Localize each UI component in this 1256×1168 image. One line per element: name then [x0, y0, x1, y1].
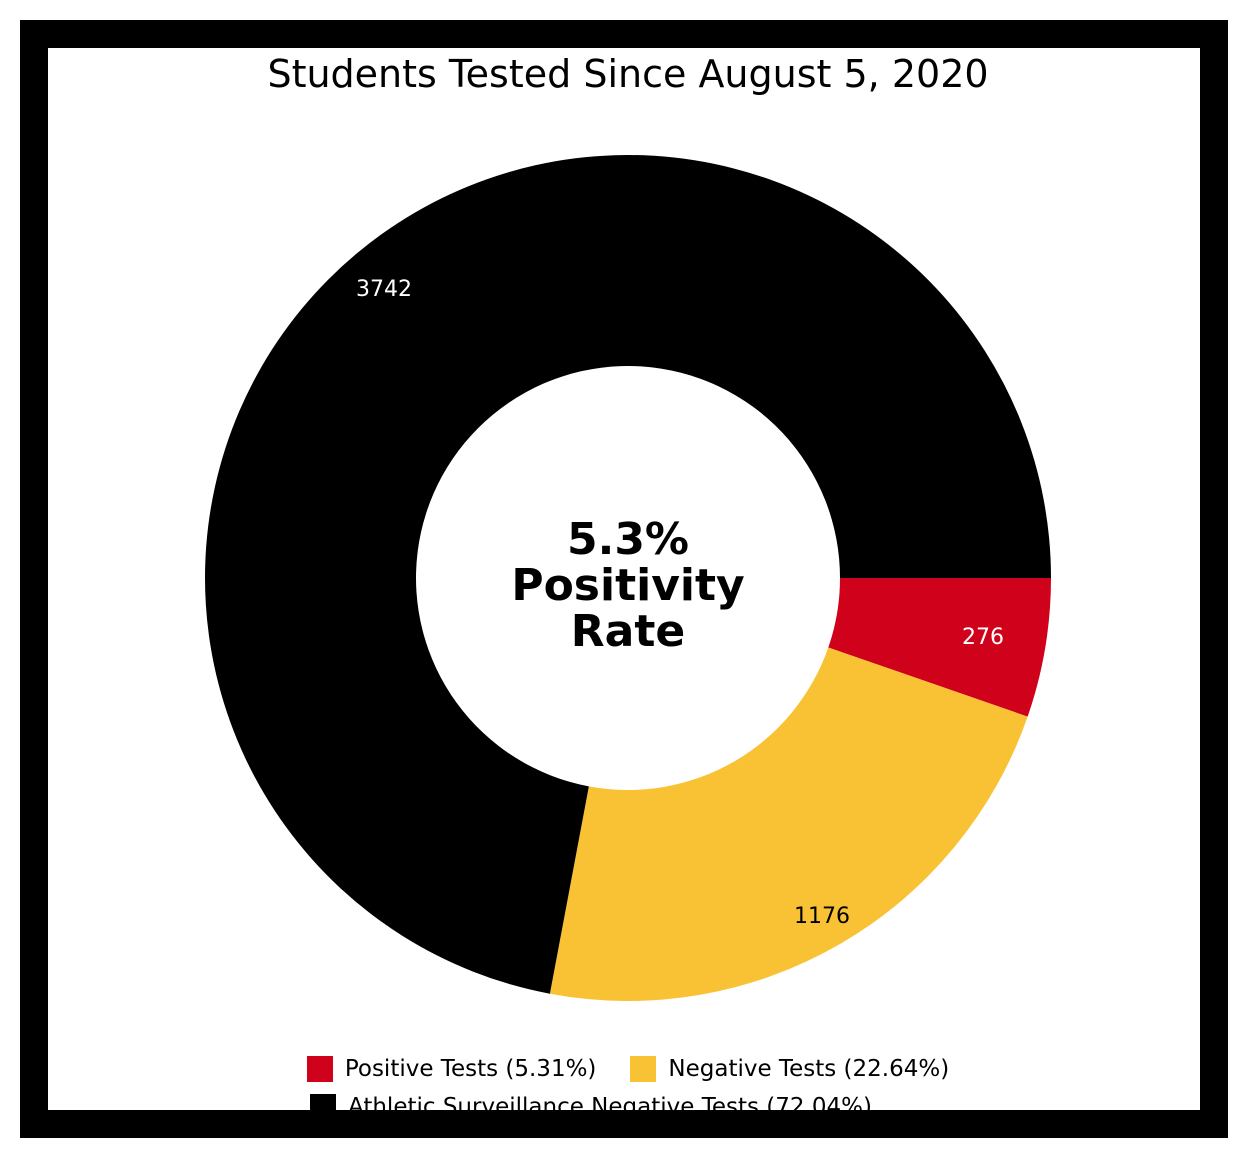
center-text-line-1: 5.3% [567, 514, 689, 565]
legend-row-2: Athletic Surveillance Negative Tests (72… [0, 1088, 1256, 1126]
center-text-line-3: Rate [571, 606, 685, 657]
slice-label-positive: 276 [962, 625, 1004, 650]
slice-negative [549, 647, 1028, 1002]
legend-row-1: Positive Tests (5.31%) Negative Tests (2… [0, 1050, 1256, 1088]
slice-label-athletic: 3742 [356, 277, 412, 302]
chart-title: Students Tested Since August 5, 2020 [267, 52, 989, 96]
legend: Positive Tests (5.31%) Negative Tests (2… [0, 1050, 1256, 1126]
legend-label-athletic: Athletic Surveillance Negative Tests (72… [348, 1094, 872, 1120]
legend-swatch-positive [306, 1056, 333, 1082]
legend-item-athletic: Athletic Surveillance Negative Tests (72… [310, 1094, 872, 1120]
legend-item-negative: Negative Tests (22.64%) [630, 1056, 949, 1082]
slice-positive [828, 578, 1051, 717]
legend-swatch-negative [630, 1056, 657, 1082]
slice-label-negative: 1176 [794, 904, 850, 929]
legend-label-negative: Negative Tests (22.64%) [668, 1056, 950, 1082]
center-text-line-2: Positivity [511, 560, 744, 611]
legend-label-positive: Positive Tests (5.31%) [344, 1056, 597, 1082]
slice-athletic [205, 155, 1051, 994]
legend-item-positive: Positive Tests (5.31%) [306, 1056, 597, 1082]
legend-swatch-athletic [310, 1094, 336, 1120]
